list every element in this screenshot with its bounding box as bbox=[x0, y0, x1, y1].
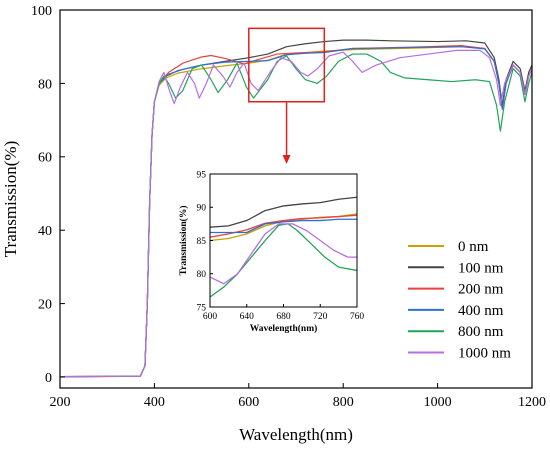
legend-label: 100 nm bbox=[458, 260, 504, 276]
zoom-arrow-head bbox=[282, 155, 291, 164]
zoom-box bbox=[248, 27, 326, 103]
x-tick-label: 200 bbox=[50, 395, 71, 410]
x-tick-label: 1000 bbox=[424, 395, 452, 410]
y-tick-label: 75 bbox=[197, 303, 207, 313]
plot-frame bbox=[59, 9, 533, 389]
x-tick-label: 1200 bbox=[518, 395, 546, 410]
series-line-1000-nm bbox=[60, 49, 532, 378]
zoom-region-marker bbox=[248, 27, 326, 164]
legend-label: 800 nm bbox=[458, 324, 504, 340]
series-line-800-nm bbox=[60, 53, 532, 378]
y-tick-label: 40 bbox=[38, 224, 52, 239]
x-tick-label: 720 bbox=[313, 312, 328, 322]
x-tick-label: 600 bbox=[238, 395, 259, 410]
legend-label: 400 nm bbox=[458, 303, 504, 319]
y-tick-label: 80 bbox=[197, 270, 207, 280]
y-tick-label: 60 bbox=[38, 151, 52, 166]
y-tick-label: 85 bbox=[197, 237, 207, 247]
y-tick-label: 20 bbox=[38, 297, 52, 312]
y-axis-title: Transmission(%) bbox=[178, 205, 189, 275]
plot-background bbox=[210, 174, 357, 307]
y-axis-title: Transmission(%) bbox=[1, 141, 20, 258]
x-tick-label: 400 bbox=[144, 395, 165, 410]
series-line-400-nm bbox=[210, 218, 357, 234]
x-tick-label: 640 bbox=[240, 312, 255, 322]
y-tick-label: 90 bbox=[197, 204, 207, 214]
legend-label: 1000 nm bbox=[458, 346, 511, 362]
x-axis-title: Wavelength(nm) bbox=[250, 323, 318, 334]
main-plot: 200 400 600 800 1000 1200 0 20 40 60 80 100 Waveleng… bbox=[1, 4, 546, 444]
x-axis-title: Wavelength(nm) bbox=[239, 425, 353, 444]
x-tick-label: 760 bbox=[350, 312, 365, 322]
y-tick-label: 100 bbox=[31, 4, 52, 19]
x-tick-label: 600 bbox=[203, 312, 218, 322]
x-tick-label: 800 bbox=[333, 395, 354, 410]
legend-label: 0 nm bbox=[458, 239, 489, 255]
y-tick-label: 95 bbox=[197, 170, 207, 180]
legend-label: 200 nm bbox=[458, 282, 504, 298]
y-tick-label: 80 bbox=[38, 77, 52, 92]
x-tick-label: 680 bbox=[276, 312, 291, 322]
inset-plot: 600 640 680 720 760 75 80 85 90 95 Wavelength(nm) T… bbox=[178, 170, 364, 334]
y-tick-label: 0 bbox=[45, 371, 52, 386]
series-line-1000-nm bbox=[210, 223, 357, 285]
series-line-100-nm bbox=[210, 196, 357, 228]
legend: 0 nm 100 nm 200 nm 400 nm 800 nm 1000 nm bbox=[408, 239, 511, 362]
